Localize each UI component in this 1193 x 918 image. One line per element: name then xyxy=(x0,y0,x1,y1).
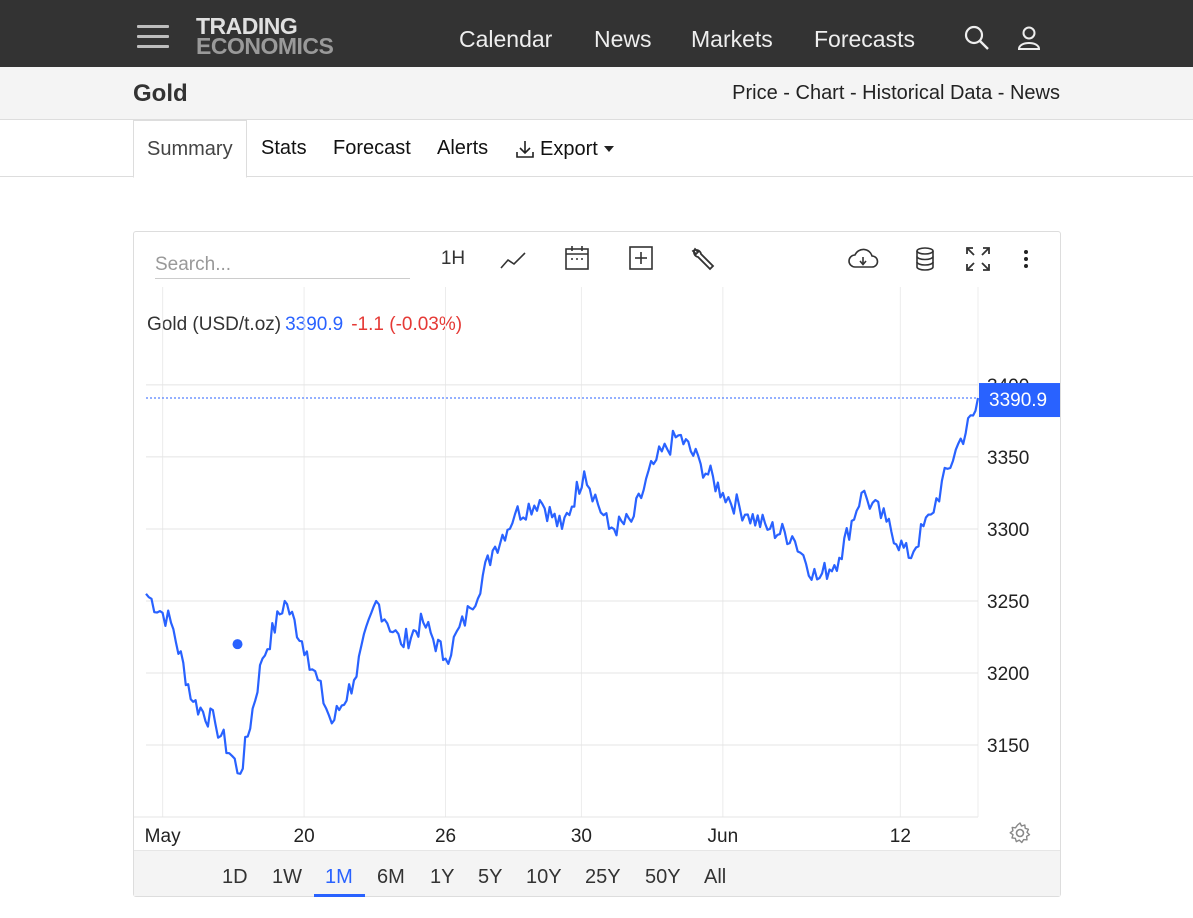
more-options-icon[interactable] xyxy=(1016,244,1036,274)
range-all[interactable]: All xyxy=(704,866,727,888)
x-tick-label: 12 xyxy=(890,826,911,847)
range-50y[interactable]: 50Y xyxy=(645,866,681,888)
nav-link-calendar[interactable]: Calendar xyxy=(459,26,553,52)
legend-name: Gold (USD/t.oz) xyxy=(147,314,282,335)
nav-link-forecasts[interactable]: Forecasts xyxy=(814,26,915,52)
legend-change: -1.1 (-0.03%) xyxy=(351,314,463,335)
line-chart-icon[interactable] xyxy=(498,245,528,275)
range-1y[interactable]: 1Y xyxy=(430,866,455,888)
section-links[interactable]: Price - Chart - Historical Data - News xyxy=(732,82,1060,104)
range-1d[interactable]: 1D xyxy=(222,866,248,888)
x-tick-label: Jun xyxy=(708,826,739,847)
logo-line2: ECONOMICS xyxy=(196,33,334,59)
settings-gear-icon[interactable] xyxy=(1008,821,1032,845)
chart-search-input[interactable] xyxy=(155,251,410,279)
menu-icon[interactable] xyxy=(137,23,169,49)
chart-card: 1H Gold (USD/t.oz)3390.9-1.1 (-0.03%) xyxy=(133,231,1061,897)
logo[interactable]: TRADING ECONOMICS xyxy=(196,13,334,59)
add-indicator-icon[interactable] xyxy=(626,243,656,273)
price-line xyxy=(145,397,980,775)
nav-link-markets[interactable]: Markets xyxy=(691,26,773,52)
y-tick-label: 3300 xyxy=(987,520,1029,541)
tab-stats[interactable]: Stats xyxy=(261,137,307,159)
x-tick-label: 20 xyxy=(294,826,315,847)
range-selector: 1D 1W 1M 6M 1Y 5Y 10Y 25Y 50Y All xyxy=(134,850,1060,897)
top-nav: TRADING ECONOMICS Calendar News Markets … xyxy=(0,0,1193,67)
y-tick-label: 3350 xyxy=(987,448,1029,469)
wrench-icon[interactable] xyxy=(688,244,718,274)
fullscreen-icon[interactable] xyxy=(963,244,993,274)
x-tick-label: May xyxy=(145,826,181,847)
price-chart[interactable]: 315032003250330033503400 3390.9 May20263… xyxy=(134,232,1060,850)
legend-price: 3390.9 xyxy=(285,314,344,335)
page-title: Gold xyxy=(133,80,188,107)
x-tick-label: 26 xyxy=(435,826,456,847)
last-price-label: 3390.9 xyxy=(989,390,1047,411)
x-tick-label: 30 xyxy=(571,826,592,847)
search-icon[interactable] xyxy=(963,24,991,52)
database-icon[interactable] xyxy=(912,244,938,274)
tabs-bar: Summary Stats Forecast Alerts Export xyxy=(0,120,1193,178)
price-marker xyxy=(232,639,243,650)
logo-line1: TRADING xyxy=(196,13,298,39)
range-5y[interactable]: 5Y xyxy=(478,866,503,888)
range-1m[interactable]: 1M xyxy=(325,866,353,888)
chart-legend: Gold (USD/t.oz) 3390.9 -1.1 (-0.03%) xyxy=(147,314,462,336)
download-icon xyxy=(516,140,534,158)
y-tick-label: 3150 xyxy=(987,736,1029,757)
tab-export[interactable]: Export xyxy=(514,120,616,177)
tab-alerts[interactable]: Alerts xyxy=(437,137,489,159)
range-1w[interactable]: 1W xyxy=(272,866,302,888)
caret-down-icon xyxy=(603,145,614,152)
y-tick-label: 3200 xyxy=(987,664,1029,685)
cloud-download-icon[interactable] xyxy=(846,244,880,274)
page-header: Gold Price - Chart - Historical Data - N… xyxy=(0,67,1193,120)
range-6m[interactable]: 6M xyxy=(377,866,405,888)
range-10y[interactable]: 10Y xyxy=(526,866,562,888)
calendar-icon[interactable] xyxy=(562,243,592,273)
y-tick-label: 3250 xyxy=(987,592,1029,613)
active-range-underline xyxy=(314,894,365,897)
nav-link-news[interactable]: News xyxy=(594,26,652,52)
user-icon[interactable] xyxy=(1015,24,1043,52)
tab-forecast[interactable]: Forecast xyxy=(333,137,411,159)
range-25y[interactable]: 25Y xyxy=(585,866,621,888)
interval-button[interactable]: 1H xyxy=(440,248,466,269)
last-price-badge: 3390.9 xyxy=(979,383,1060,418)
export-label: Export xyxy=(540,137,598,160)
tab-summary[interactable]: Summary xyxy=(133,120,247,178)
